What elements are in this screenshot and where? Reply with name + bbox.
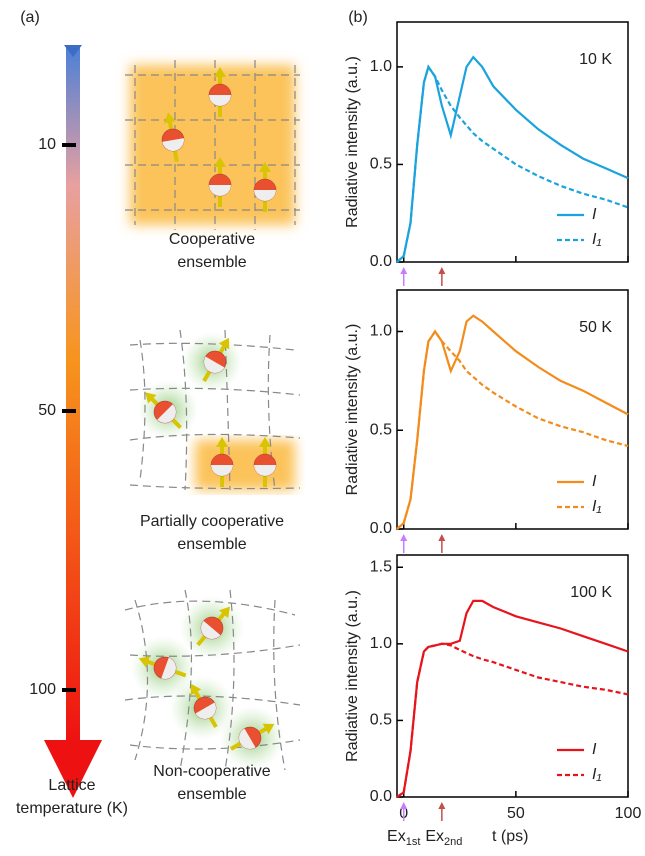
axis-label: Lattice <box>48 777 95 794</box>
y-axis-label: Radiative intensity (a.u.) <box>344 590 361 762</box>
spin <box>208 67 232 117</box>
spin-ball-half <box>201 620 221 639</box>
temperature-arrow <box>66 45 80 745</box>
legend-label: I <box>592 473 597 490</box>
series-line <box>396 314 629 530</box>
spin-ball-half <box>254 465 276 476</box>
excitation-head <box>400 534 408 541</box>
ensemble-caption: ensemble <box>177 786 246 803</box>
y-tick-label: 1.0 <box>370 323 392 340</box>
legend-label: I₁ <box>592 231 602 248</box>
y-tick-label: 1.0 <box>370 58 392 75</box>
y-tick-label: 0.0 <box>370 520 392 537</box>
spin-ball-half <box>209 95 231 106</box>
spin-ball-half <box>254 190 276 201</box>
y-axis-label: Radiative intensity (a.u.) <box>344 324 361 496</box>
spin <box>196 606 230 647</box>
series-line <box>396 329 629 530</box>
spin-head <box>145 392 157 404</box>
plot-frame <box>396 554 629 798</box>
spin-head <box>214 67 226 77</box>
spin-head <box>216 437 228 447</box>
spin-head <box>190 683 202 696</box>
axis-label: temperature (K) <box>16 800 128 817</box>
spin-head <box>218 606 230 619</box>
legend-label: I <box>592 206 597 223</box>
y-tick-label: 0.0 <box>370 788 392 805</box>
series-line <box>396 64 629 263</box>
x-axis-label: t (ps) <box>492 828 528 845</box>
spin-ball-half <box>157 404 176 423</box>
temperature-tick-label: 10 <box>38 136 56 153</box>
spin <box>229 723 275 751</box>
excitation-text: Ex <box>387 828 406 845</box>
spin-head <box>163 112 176 124</box>
spin <box>208 157 232 207</box>
spin-head <box>214 157 226 167</box>
spin-ball-half <box>195 702 216 719</box>
y-tick-label: 0.5 <box>370 156 392 173</box>
y-tick-label: 0.5 <box>370 712 392 729</box>
temperature-tick-label: 50 <box>38 402 56 419</box>
ensemble-caption: Cooperative <box>169 231 255 248</box>
excitation-label: Ex1st <box>387 828 420 848</box>
spin <box>138 656 187 680</box>
x-tick-label: 100 <box>615 805 642 822</box>
spin <box>253 437 277 487</box>
spin <box>145 392 182 429</box>
y-tick-label: 0.0 <box>370 253 392 270</box>
y-tick-label: 1.5 <box>370 558 392 575</box>
arrow-top <box>64 45 82 57</box>
spin <box>202 337 230 383</box>
annotation: 100 K <box>570 584 612 601</box>
spin <box>190 683 218 729</box>
excitation-head <box>400 267 408 274</box>
spin-head <box>218 337 230 350</box>
excitation-text: Ex <box>425 828 444 845</box>
legend-label: I₁ <box>592 766 602 783</box>
ensemble-caption: Non-cooperative <box>153 763 271 780</box>
excitation-sub: 1st <box>406 836 421 848</box>
y-tick-label: 1.0 <box>370 635 392 652</box>
spin-ball-half <box>239 728 256 749</box>
spin-ball-half <box>161 657 176 679</box>
excitation-sub: 2nd <box>444 836 462 848</box>
y-axis-label: Radiative intensity (a.u.) <box>344 56 361 228</box>
spin-head <box>262 723 275 735</box>
plot-frame <box>396 289 629 530</box>
annotation: 50 K <box>579 319 612 336</box>
spin-head <box>259 437 271 447</box>
spin-head <box>138 656 151 668</box>
excitation-head <box>438 534 446 541</box>
excitation-head <box>400 802 408 809</box>
ensemble-caption: ensemble <box>177 254 246 271</box>
spin <box>161 112 185 163</box>
ensemble-caption: Partially cooperative <box>140 513 284 530</box>
series-line <box>396 642 629 798</box>
excitation-label: Ex2nd <box>425 828 462 848</box>
y-tick-label: 0.5 <box>370 421 392 438</box>
spin <box>210 437 234 487</box>
x-tick-label: 50 <box>507 805 525 822</box>
arrow-head <box>44 740 102 798</box>
plot-frame <box>396 21 629 263</box>
annotation: 10 K <box>579 51 612 68</box>
excitation-head <box>438 267 446 274</box>
spin-ball-half <box>209 185 231 196</box>
excitation-head <box>438 802 446 809</box>
panel-label: (b) <box>348 9 368 26</box>
spin-ball-half <box>162 138 184 151</box>
panel-label: (a) <box>20 9 40 26</box>
spin <box>253 162 277 212</box>
legend-label: I₁ <box>592 498 602 515</box>
spin-head <box>259 162 271 172</box>
spin-ball-half <box>204 356 225 373</box>
cooperative-region <box>195 440 295 490</box>
legend-label: I <box>592 741 597 758</box>
temperature-tick-label: 100 <box>29 681 56 698</box>
spin-ball-half <box>211 465 233 476</box>
ensemble-caption: ensemble <box>177 536 246 553</box>
